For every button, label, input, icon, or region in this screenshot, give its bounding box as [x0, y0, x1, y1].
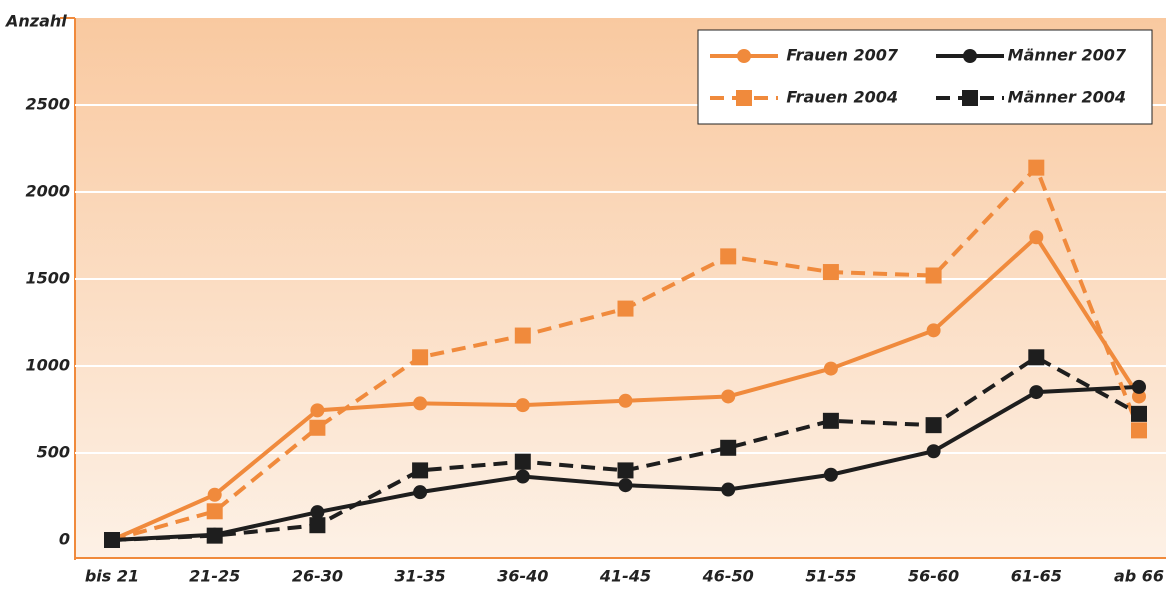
marker	[736, 90, 752, 106]
marker	[515, 469, 530, 484]
marker	[1028, 159, 1045, 176]
y-tick-label: 1000	[25, 356, 70, 375]
marker	[962, 90, 978, 106]
legend-label: Frauen 2007	[786, 46, 898, 65]
marker	[617, 300, 634, 317]
marker	[309, 419, 326, 436]
marker	[926, 444, 941, 459]
marker	[721, 389, 736, 404]
marker	[618, 393, 633, 408]
marker	[822, 412, 839, 429]
marker	[514, 327, 531, 344]
x-tick-label: 36-40	[497, 567, 548, 586]
marker	[1132, 379, 1146, 394]
marker	[514, 453, 531, 470]
marker	[206, 503, 223, 520]
y-tick-label: 2000	[25, 182, 70, 201]
marker	[1029, 385, 1044, 400]
marker	[310, 403, 325, 418]
marker	[926, 323, 941, 338]
marker	[413, 396, 428, 411]
marker	[1028, 349, 1045, 366]
marker	[721, 482, 736, 497]
y-tick-label: 2500	[25, 95, 70, 114]
legend-label: Männer 2007	[1008, 46, 1127, 65]
y-tick-label: 0	[59, 530, 70, 549]
x-tick-label: bis 21	[85, 567, 139, 586]
marker	[309, 517, 326, 534]
marker	[925, 417, 942, 434]
x-tick-label: 41-45	[599, 567, 651, 586]
legend	[697, 29, 1153, 125]
marker	[310, 505, 325, 520]
marker	[617, 462, 634, 479]
x-tick-label: 26-30	[292, 567, 343, 586]
marker	[1131, 422, 1147, 439]
marker	[823, 361, 838, 376]
marker	[412, 462, 429, 479]
x-tick-label: 46-50	[702, 567, 754, 586]
x-tick-label: 31-35	[395, 567, 446, 586]
legend-label: Frauen 2004	[786, 88, 898, 107]
marker	[1132, 389, 1146, 404]
legend-label: Männer 2004	[1008, 88, 1126, 107]
marker	[413, 485, 428, 500]
x-tick-label: 21-25	[189, 567, 240, 586]
x-tick-label: 56-60	[908, 567, 959, 586]
y-tick-label: 1500	[25, 269, 70, 288]
marker	[963, 49, 977, 63]
marker	[104, 532, 120, 548]
marker	[1029, 230, 1044, 245]
marker	[1131, 405, 1147, 422]
x-tick-label: ab 66	[1114, 567, 1164, 586]
x-tick-label: 61-65	[1011, 567, 1062, 586]
marker	[925, 267, 942, 284]
marker	[720, 439, 737, 456]
marker	[412, 349, 429, 366]
marker	[823, 467, 838, 482]
marker	[737, 49, 751, 63]
y-tick-label: 500	[37, 443, 70, 462]
marker	[720, 248, 737, 265]
marker	[207, 487, 222, 502]
x-tick-label: 51-55	[805, 567, 856, 586]
marker	[206, 527, 223, 544]
marker	[618, 478, 633, 493]
marker	[515, 398, 530, 413]
y-axis-label: Anzahl	[4, 12, 67, 31]
marker	[822, 264, 839, 281]
